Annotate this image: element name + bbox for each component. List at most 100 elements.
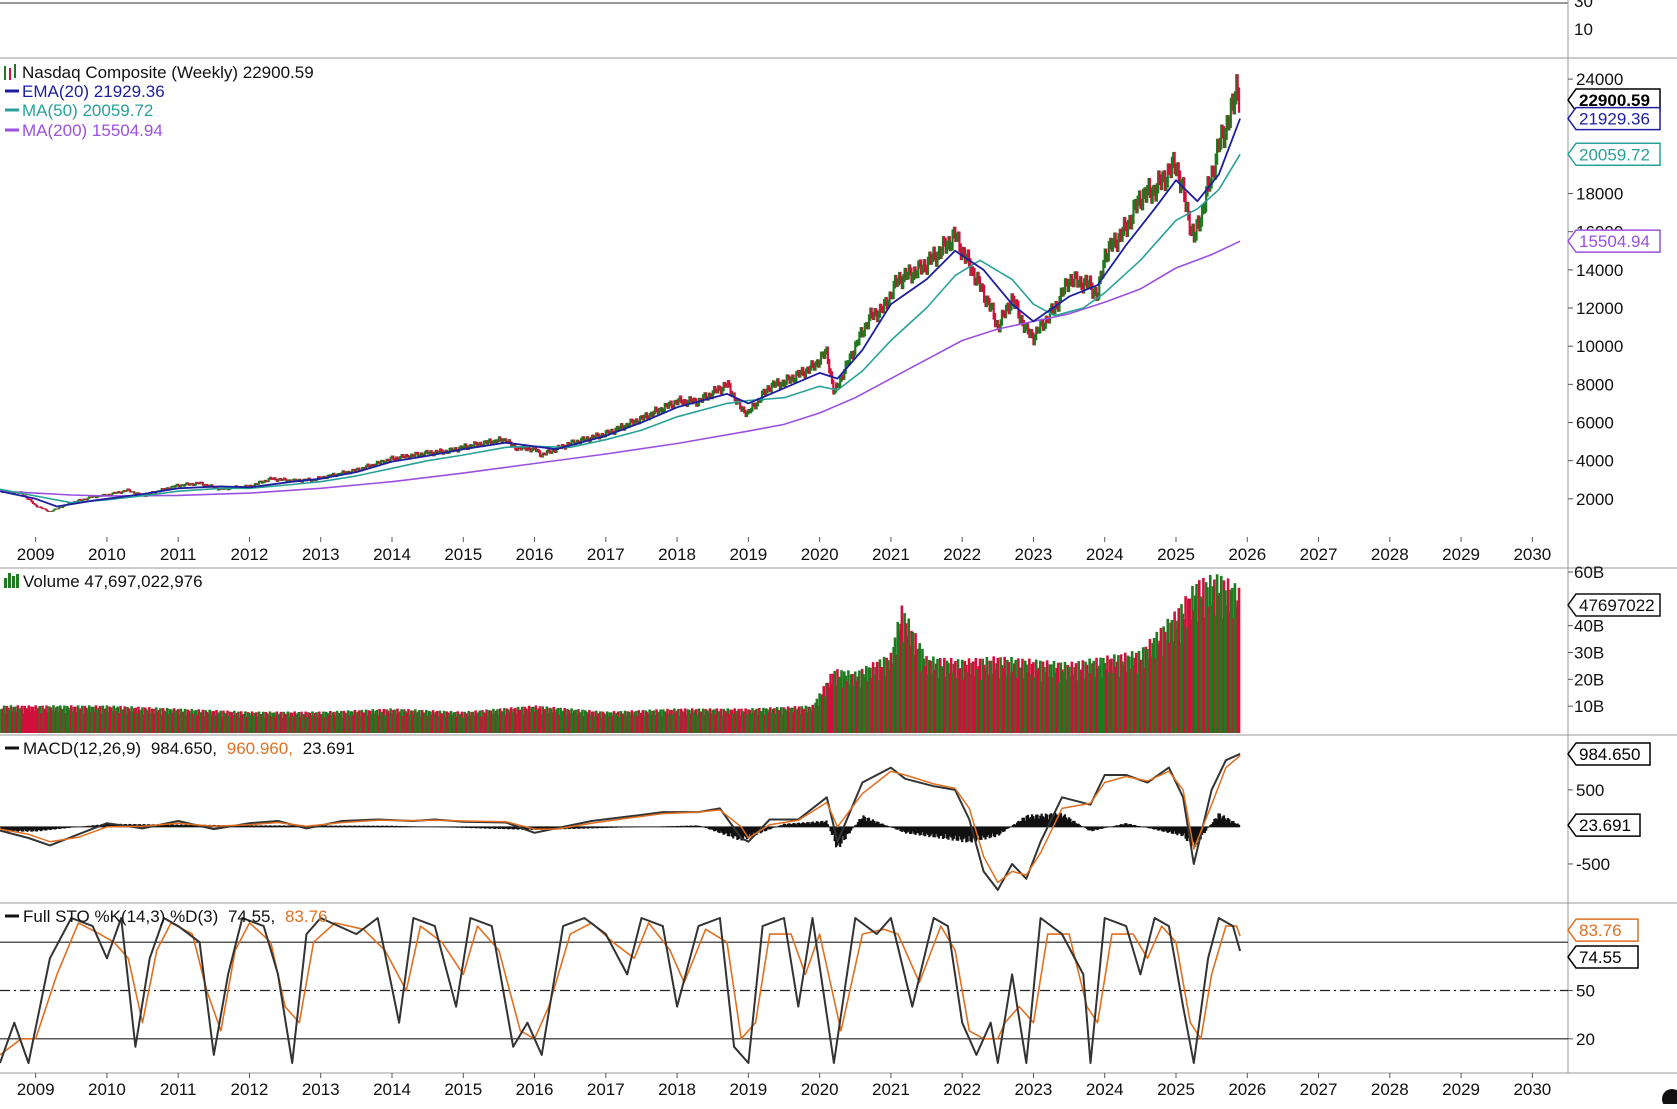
sto-y-tick-label: 20 <box>1576 1030 1595 1049</box>
macd-tag: 984.650 <box>1567 742 1651 766</box>
sto-k-line <box>0 917 1242 1064</box>
x-axis-year-label: 2030 <box>1513 1080 1551 1099</box>
macd-legend-text: MACD(12,26,9) 984.650, 960.960, 23.691 <box>23 739 355 758</box>
macd-y-tick-label: -500 <box>1576 855 1610 874</box>
x-axis-year-label: 2014 <box>373 545 411 564</box>
x-axis-year-label: 2024 <box>1086 1080 1124 1099</box>
price-tag-label: 22900.59 <box>1579 91 1650 110</box>
price-y-tick-label: 10000 <box>1576 337 1623 356</box>
ma200-tag: 15504.94 <box>1567 229 1661 253</box>
macd-legend: MACD(12,26,9) 984.650, 960.960, 23.691 <box>5 739 355 758</box>
macd-y-tick-label: 500 <box>1576 781 1604 800</box>
x-axis-year-label: 2021 <box>872 1080 910 1099</box>
signal-legend-value: 960.960, <box>227 739 293 758</box>
stochastic-panel <box>0 917 1568 1064</box>
sto-k-tag: 74.55 <box>1567 945 1639 969</box>
x-axis-year-label: 2022 <box>943 545 981 564</box>
ma200-tag-label: 15504.94 <box>1579 232 1650 251</box>
ma50-tag: 20059.72 <box>1567 142 1661 167</box>
x-axis-year-label: 2015 <box>444 545 482 564</box>
price-legend: Nasdaq Composite (Weekly) 22900.59 EMA(2… <box>4 63 314 140</box>
volume-tag-box <box>1567 593 1661 617</box>
ma200-legend-label: MA(200) 15504.94 <box>22 121 163 140</box>
x-axis-year-label: 2020 <box>801 1080 839 1099</box>
hist-tag: 23.691 <box>1567 813 1641 837</box>
macd-tag-label: 984.650 <box>1579 745 1640 764</box>
x-axis-year-label: 2009 <box>17 545 55 564</box>
axes-layer: 2000400060008000100001200014000160001800… <box>17 70 1677 1109</box>
x-axis-year-label: 2016 <box>516 1080 554 1099</box>
x-axis-year-label: 2018 <box>658 1080 696 1099</box>
top-indicator-panel: 30 10 <box>0 0 1677 59</box>
macd-panel <box>0 752 1241 891</box>
x-axis-year-label: 2013 <box>302 1080 340 1099</box>
sto-k-tag-label: 74.55 <box>1579 948 1622 967</box>
price-y-tick-label: 12000 <box>1576 299 1623 318</box>
x-axis-year-label: 2010 <box>88 1080 126 1099</box>
price-legend-title: Nasdaq Composite (Weekly) 22900.59 <box>22 63 314 82</box>
x-axis-year-label: 2022 <box>943 1080 981 1099</box>
x-axis-year-label: 2010 <box>88 545 126 564</box>
price-panel <box>0 74 1241 512</box>
ema20-tag: 21929.36 <box>1567 106 1661 131</box>
sto-legend-prefix: Full STO %K(14,3) %D(3) <box>23 907 218 926</box>
volume-panel <box>0 574 1241 733</box>
x-axis-year-label: 2012 <box>231 1080 269 1099</box>
sto-legend: Full STO %K(14,3) %D(3) 74.55, 83.76 <box>5 907 328 926</box>
candle-icon <box>4 64 16 80</box>
volume-tag: 47697022 <box>1567 593 1661 617</box>
macd-legend-value: 984.650, <box>151 739 217 758</box>
x-axis-year-label: 2015 <box>444 1080 482 1099</box>
sto-d-tag: 83.76 <box>1567 918 1639 942</box>
macd-tag-box <box>1567 742 1651 766</box>
ma50-line <box>0 153 1241 504</box>
x-axis-year-label: 2021 <box>872 545 910 564</box>
price-y-tick-label: 2000 <box>1576 490 1614 509</box>
x-axis-year-label: 2013 <box>302 545 340 564</box>
ema20-line <box>0 118 1241 508</box>
x-axis-year-label: 2017 <box>587 1080 625 1099</box>
ma200-line <box>0 240 1241 497</box>
x-axis-year-label: 2012 <box>231 545 269 564</box>
top-panel-label-10: 10 <box>1574 20 1593 39</box>
price-y-tick-label: 14000 <box>1576 261 1623 280</box>
sto-legend-text: Full STO %K(14,3) %D(3) 74.55, 83.76 <box>23 907 328 926</box>
x-axis-year-label: 2016 <box>516 545 554 564</box>
ema20-tag-box <box>1567 106 1661 131</box>
sto-d-legend-value: 83.76 <box>285 907 328 926</box>
price-y-tick-label: 18000 <box>1576 185 1623 204</box>
volume-tag-label: 47697022 <box>1579 596 1655 615</box>
volume-legend-label: Volume 47,697,022,976 <box>23 572 203 591</box>
volume-bars-icon <box>4 573 19 588</box>
volume-y-tick-label: 60B <box>1574 563 1604 582</box>
volume-legend: Volume 47,697,022,976 <box>4 572 203 591</box>
x-axis-year-label: 2028 <box>1371 1080 1409 1099</box>
x-axis-year-label: 2023 <box>1015 1080 1053 1099</box>
x-axis-year-label: 2027 <box>1300 545 1338 564</box>
sto-d-line <box>0 922 1241 1056</box>
x-axis-year-label: 2020 <box>801 545 839 564</box>
top-panel-label-30: 30 <box>1574 0 1593 11</box>
volume-y-tick-label: 30B <box>1574 644 1604 663</box>
sto-k-legend-value: 74.55, <box>228 907 275 926</box>
x-axis-year-label: 2024 <box>1086 545 1124 564</box>
x-axis-year-label: 2026 <box>1228 1080 1266 1099</box>
x-axis-year-label: 2028 <box>1371 545 1409 564</box>
volume-y-tick-label: 10B <box>1574 697 1604 716</box>
x-axis-year-label: 2029 <box>1442 1080 1480 1099</box>
x-axis-year-label: 2029 <box>1442 545 1480 564</box>
volume-y-tick-label: 40B <box>1574 617 1604 636</box>
price-y-tick-label: 6000 <box>1576 414 1614 433</box>
x-axis-year-label: 2011 <box>160 1080 197 1099</box>
signal-line <box>0 755 1241 884</box>
x-axis-year-label: 2009 <box>17 1080 55 1099</box>
ma50-tag-box <box>1567 142 1661 167</box>
volume-y-tick-label: 20B <box>1574 670 1604 689</box>
ma50-tag-label: 20059.72 <box>1579 145 1650 164</box>
ema20-tag-label: 21929.36 <box>1579 110 1650 129</box>
price-y-tick-label: 4000 <box>1576 452 1614 471</box>
sto-d-tag-box <box>1567 918 1639 942</box>
x-axis-year-label: 2019 <box>729 1080 767 1099</box>
